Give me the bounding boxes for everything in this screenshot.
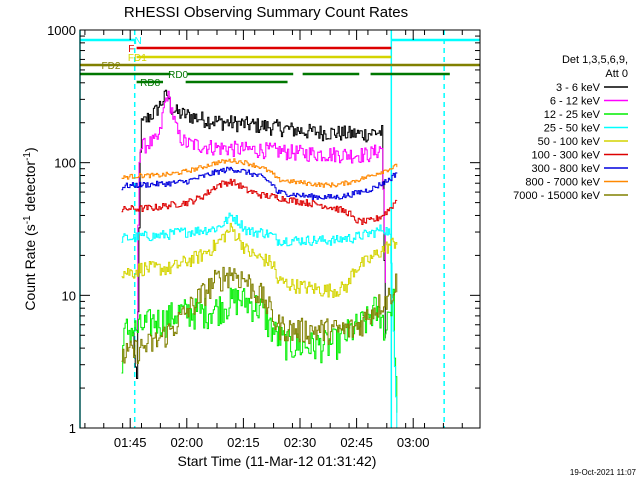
x-axis-label: Start Time (11-Mar-12 01:31:42) <box>178 453 377 469</box>
data-series <box>121 89 398 428</box>
y-axis-label-exp1: -1 <box>22 215 33 224</box>
legend-label-6-12-kev: 6 - 12 keV <box>550 96 601 108</box>
status-bar-label-f: F <box>128 44 134 55</box>
series-line-12-25-kev <box>121 287 398 413</box>
status-bar-label-rd8: RD8 <box>140 78 160 89</box>
series-line-800-7000-kev <box>121 158 398 188</box>
series-line-50-100-kev <box>121 222 398 298</box>
x-tick-label-02-30: 02:30 <box>284 435 317 450</box>
x-tick-label-02-15: 02:15 <box>227 435 260 450</box>
x-tick-label-01-45: 01:45 <box>114 435 147 450</box>
x-axis: 01:45 02:00 02:15 02:30 02:45 03:00 <box>84 30 463 450</box>
legend-header-line2: Att 0 <box>605 68 628 80</box>
legend-label-100-300-kev: 100 - 300 keV <box>532 150 601 162</box>
footer-timestamp: 19-Oct-2021 11:07 <box>570 468 637 477</box>
legend-label-25-50-kev: 25 - 50 keV <box>544 123 601 135</box>
y-axis-label-part3: ) <box>22 147 38 152</box>
series-line-7000-15000-kev <box>121 266 398 364</box>
series-line-3-6-kev <box>132 89 386 379</box>
legend-label-50-100-kev: 50 - 100 keV <box>538 136 601 148</box>
x-tick-label-02-00: 02:00 <box>171 435 204 450</box>
legend-label-12-25-kev: 12 - 25 keV <box>544 109 601 121</box>
y-tick-label-100: 100 <box>54 156 76 171</box>
plot-frame <box>79 29 481 429</box>
chart-title: RHESSI Observing Summary Count Rates <box>124 4 408 21</box>
x-tick-label-02-45: 02:45 <box>340 435 373 450</box>
y-axis-label-exp2: -1 <box>22 152 33 161</box>
status-bar-label-n: N <box>134 36 141 47</box>
status-bar-label-fd2: FD2 <box>101 61 120 72</box>
y-axis: 1 10 100 1000 <box>47 23 480 436</box>
x-tick-label-03-00: 03:00 <box>397 435 430 450</box>
y-axis-label-part2: detector <box>22 161 38 216</box>
y-axis-label: Count Rate (s-1 detector-1) <box>22 147 38 310</box>
legend-label-7000-15000-kev: 7000 - 15000 keV <box>513 190 601 202</box>
series-line-100-300-kev <box>121 178 398 225</box>
legend-header-line1: Det 1,3,5,6,9, <box>562 54 628 66</box>
legend-label-800-7000-kev: 800 - 7000 keV <box>525 177 600 189</box>
series-line-300-800-kev <box>121 166 398 200</box>
y-tick-label-1: 1 <box>69 421 76 436</box>
legend-label-300-800-kev: 300 - 800 keV <box>532 163 601 175</box>
status-bar-label-fd1: FD1 <box>128 53 147 64</box>
status-bar-label-rd0: RD0 <box>168 70 188 81</box>
series-line-25-50-kev <box>121 212 398 428</box>
series-line-6-12-kev <box>136 90 386 330</box>
legend-label-3-6-kev: 3 - 6 keV <box>556 82 601 94</box>
y-tick-label-1000: 1000 <box>47 23 76 38</box>
y-tick-label-10: 10 <box>62 288 76 303</box>
y-axis-label-part1: Count Rate (s <box>22 224 38 310</box>
